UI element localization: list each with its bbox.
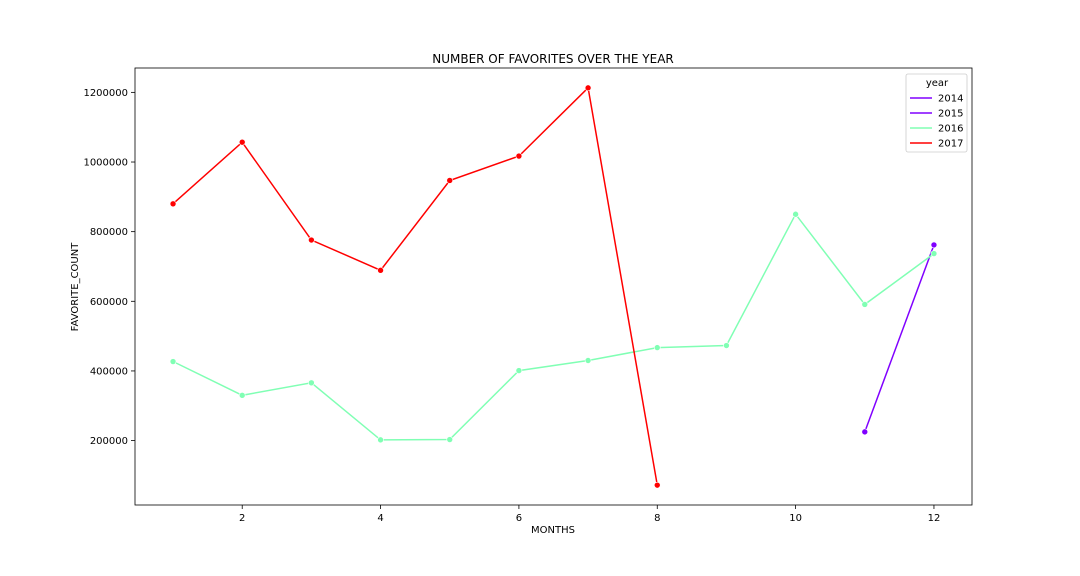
plot-frame (134, 67, 973, 506)
data-point-2016 (238, 392, 246, 399)
legend-entry-2016: 2016 (938, 124, 963, 135)
y-axis-label: FAVORITE_COUNT (70, 242, 81, 332)
data-point-2016 (930, 250, 938, 257)
series-2015 (861, 241, 938, 436)
data-point-2017 (377, 267, 384, 274)
series-2016 (169, 210, 938, 444)
data-point-2016 (792, 210, 799, 218)
data-point-2016 (584, 357, 592, 364)
series-line-2015 (864, 244, 935, 433)
legend-entry-2017: 2017 (938, 139, 963, 150)
x-tick-label: 2 (239, 513, 245, 524)
data-point-2016 (446, 436, 454, 443)
data-point-2017 (238, 138, 246, 146)
data-point-2016 (169, 358, 177, 365)
y-tick-label: 200000 (90, 436, 128, 447)
x-tick-label: 8 (654, 513, 660, 524)
y-tick-label: 800000 (90, 227, 128, 238)
data-point-2017 (584, 84, 592, 92)
data-point-2016 (653, 344, 661, 351)
x-tick-label: 10 (789, 513, 802, 524)
x-axis-label: MONTHS (531, 525, 575, 536)
y-tick-label: 1200000 (83, 88, 128, 99)
data-point-2015 (861, 428, 869, 436)
data-point-2016 (723, 342, 730, 349)
legend-box (905, 73, 968, 153)
data-point-2017 (653, 481, 661, 489)
series-layer (169, 84, 938, 489)
y-tick-label: 400000 (90, 366, 128, 377)
x-tick-label: 6 (516, 513, 522, 524)
data-point-2016 (377, 436, 384, 444)
y-tick-label: 600000 (90, 297, 128, 308)
chart-title: NUMBER OF FAVORITES OVER THE YEAR (432, 52, 674, 66)
x-axis: 2 4 6 8 10 12 (239, 505, 940, 524)
data-point-2017 (515, 152, 523, 160)
series-line-2016 (172, 212, 935, 441)
legend: year 2014 2015 2016 2017 (905, 73, 968, 153)
data-point-2016 (515, 367, 523, 374)
data-point-2015 (930, 241, 938, 249)
legend-title: year (926, 78, 949, 89)
data-point-2017 (446, 177, 454, 184)
y-tick-label: 1000000 (83, 158, 128, 169)
y-axis: 200000 400000 600000 800000 1000000 1200000 (83, 88, 135, 447)
plot-area (134, 67, 973, 506)
x-tick-label: 12 (928, 513, 941, 524)
legend-entry-2014: 2014 (938, 94, 963, 105)
data-point-2016 (308, 379, 315, 387)
data-point-2016 (861, 301, 869, 308)
legend-entry-2015: 2015 (938, 109, 963, 120)
data-point-2017 (308, 236, 315, 244)
data-point-2017 (169, 200, 177, 208)
series-2017 (169, 84, 661, 489)
x-tick-label: 4 (377, 513, 383, 524)
series-line-2017 (172, 86, 659, 486)
